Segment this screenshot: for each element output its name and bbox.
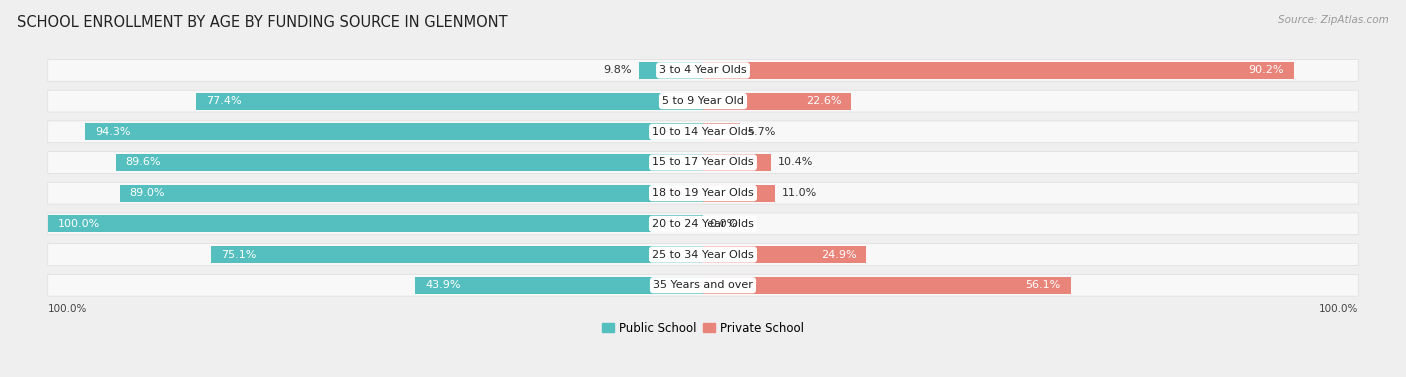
Text: 10.4%: 10.4% [778, 158, 813, 167]
FancyBboxPatch shape [48, 152, 1358, 173]
Bar [415, 277, 703, 294]
Text: SCHOOL ENROLLMENT BY AGE BY FUNDING SOURCE IN GLENMONT: SCHOOL ENROLLMENT BY AGE BY FUNDING SOUR… [17, 15, 508, 30]
Text: 10 to 14 Year Olds: 10 to 14 Year Olds [652, 127, 754, 137]
Bar [703, 277, 1070, 294]
Text: 56.1%: 56.1% [1025, 280, 1060, 290]
Text: 15 to 17 Year Olds: 15 to 17 Year Olds [652, 158, 754, 167]
FancyBboxPatch shape [48, 90, 1358, 112]
Text: 5 to 9 Year Old: 5 to 9 Year Old [662, 96, 744, 106]
Text: 89.6%: 89.6% [125, 158, 162, 167]
Text: 24.9%: 24.9% [821, 250, 856, 259]
Bar [115, 154, 703, 171]
Bar [703, 93, 851, 110]
Text: 18 to 19 Year Olds: 18 to 19 Year Olds [652, 188, 754, 198]
Text: 11.0%: 11.0% [782, 188, 817, 198]
Bar [703, 185, 775, 202]
Bar [638, 62, 703, 79]
Text: 89.0%: 89.0% [129, 188, 165, 198]
Bar [703, 154, 770, 171]
Text: 35 Years and over: 35 Years and over [652, 280, 754, 290]
FancyBboxPatch shape [48, 60, 1358, 81]
Bar [86, 123, 703, 140]
Text: 3 to 4 Year Olds: 3 to 4 Year Olds [659, 66, 747, 75]
Text: 25 to 34 Year Olds: 25 to 34 Year Olds [652, 250, 754, 259]
Text: 5.7%: 5.7% [747, 127, 775, 137]
FancyBboxPatch shape [48, 274, 1358, 296]
FancyBboxPatch shape [48, 213, 1358, 235]
Text: 77.4%: 77.4% [205, 96, 242, 106]
Text: Source: ZipAtlas.com: Source: ZipAtlas.com [1278, 15, 1389, 25]
Text: 75.1%: 75.1% [221, 250, 256, 259]
Legend: Public School, Private School: Public School, Private School [598, 317, 808, 340]
Text: 94.3%: 94.3% [96, 127, 131, 137]
Bar [211, 246, 703, 263]
Text: 20 to 24 Year Olds: 20 to 24 Year Olds [652, 219, 754, 229]
Text: 100.0%: 100.0% [58, 219, 100, 229]
Bar [48, 215, 703, 232]
Text: 0.0%: 0.0% [710, 219, 738, 229]
Bar [703, 123, 741, 140]
Bar [120, 185, 703, 202]
Text: 22.6%: 22.6% [806, 96, 841, 106]
Bar [195, 93, 703, 110]
Text: 43.9%: 43.9% [425, 280, 461, 290]
Text: 9.8%: 9.8% [603, 66, 633, 75]
FancyBboxPatch shape [48, 182, 1358, 204]
FancyBboxPatch shape [48, 121, 1358, 143]
Bar [703, 246, 866, 263]
Text: 100.0%: 100.0% [48, 304, 87, 314]
Text: 90.2%: 90.2% [1249, 66, 1284, 75]
FancyBboxPatch shape [48, 244, 1358, 265]
Bar [703, 62, 1294, 79]
Text: 100.0%: 100.0% [1319, 304, 1358, 314]
